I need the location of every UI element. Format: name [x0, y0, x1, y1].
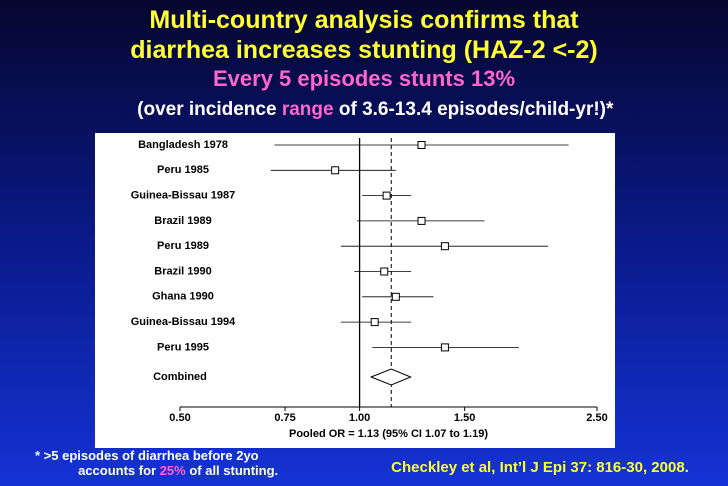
chart-panel — [95, 133, 615, 448]
study-label: Peru 1995 — [157, 341, 209, 353]
study-label: Ghana 1990 — [152, 291, 214, 303]
point-estimate — [417, 216, 426, 225]
point-estimate — [380, 267, 389, 276]
x-tick-label: 2.50 — [586, 412, 607, 424]
footnote-text: of all stunting. — [186, 463, 278, 478]
study-label: Guinea-Bissau 1987 — [131, 190, 236, 202]
range-text: of 3.6-13.4 episodes/child-yr!)* — [334, 99, 614, 120]
range-highlight: range — [282, 99, 334, 120]
footnote: accounts for 25% of all stunting. — [60, 463, 289, 478]
citation: Checkley et al, Int’l J Epi 37: 816-30, … — [391, 459, 689, 476]
study-label: Brazil 1990 — [154, 265, 211, 277]
footnote-highlight: 25% — [160, 463, 186, 478]
point-estimate — [370, 318, 379, 327]
x-tick-label: 0.75 — [274, 412, 295, 424]
point-estimate — [391, 292, 400, 301]
point-estimate — [440, 242, 449, 251]
title-line: diarrhea increases stunting (HAZ-2 <-2) — [130, 36, 597, 64]
range-text: (over incidence — [137, 99, 282, 120]
subtitle: Every 5 episodes stunts 13% — [213, 66, 515, 91]
study-label: Peru 1985 — [157, 164, 209, 176]
study-label: Combined — [153, 371, 207, 383]
title-line: Multi-country analysis confirms that — [149, 6, 579, 34]
point-estimate — [382, 191, 391, 200]
x-tick-label: 1.50 — [454, 412, 475, 424]
point-estimate — [440, 343, 449, 352]
study-label: Guinea-Bissau 1994 — [131, 316, 236, 328]
x-axis-label: Pooled OR = 1.13 (95% CI 1.07 to 1.19) — [289, 428, 488, 440]
pooled-diamond — [369, 368, 412, 386]
range-line: (over incidence range of 3.6-13.4 episod… — [111, 99, 629, 120]
x-tick-label: 0.50 — [169, 412, 190, 424]
point-estimate — [417, 141, 426, 149]
x-tick-label: 1.00 — [349, 412, 370, 424]
point-estimate — [331, 166, 340, 175]
footnote-text: accounts for — [78, 463, 160, 478]
study-label: Bangladesh 1978 — [138, 139, 228, 151]
forest-plot: 0.50 0.75 1.00 1.50 2.50 Pooled OR = 1.13 (95… — [131, 138, 608, 440]
study-label: Brazil 1989 — [154, 215, 211, 227]
footnote: * >5 episodes of diarrhea before 2yo — [35, 448, 259, 463]
study-label: Peru 1989 — [157, 240, 209, 252]
